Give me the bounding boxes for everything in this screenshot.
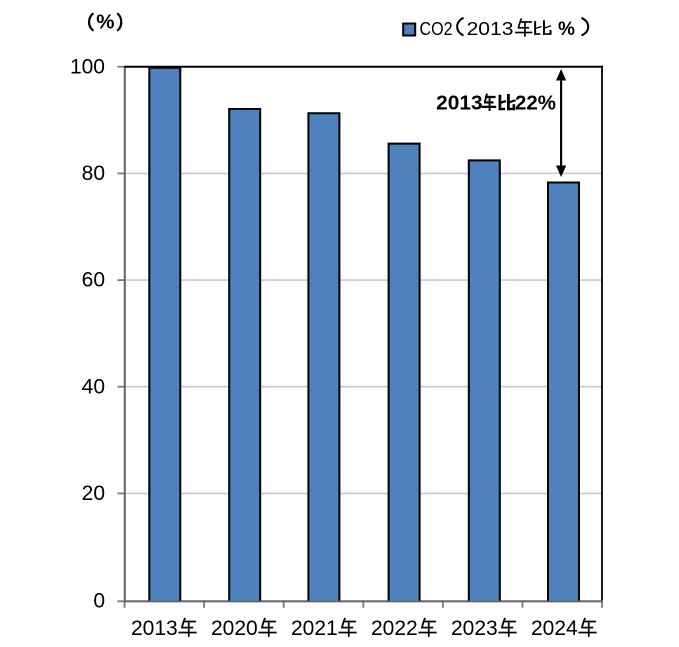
- svg-text:2024: 2024: [531, 617, 578, 640]
- svg-text:100: 100: [70, 55, 105, 78]
- svg-text:2021: 2021: [291, 617, 338, 640]
- svg-text:CO2: CO2: [420, 19, 453, 39]
- svg-text:%: %: [96, 10, 114, 33]
- svg-text:2023: 2023: [451, 617, 498, 640]
- svg-text:2020: 2020: [211, 617, 258, 640]
- svg-text:20: 20: [82, 482, 105, 505]
- svg-text:40: 40: [82, 375, 105, 398]
- svg-text:22%: 22%: [515, 92, 556, 115]
- svg-text:80: 80: [82, 162, 105, 185]
- svg-text:2013: 2013: [467, 19, 514, 39]
- svg-text:2022: 2022: [371, 617, 418, 640]
- svg-text:2013: 2013: [436, 92, 482, 115]
- svg-text:60: 60: [82, 269, 105, 292]
- svg-text:2013: 2013: [131, 617, 178, 640]
- svg-text:%: %: [558, 19, 575, 40]
- svg-text:0: 0: [93, 589, 105, 612]
